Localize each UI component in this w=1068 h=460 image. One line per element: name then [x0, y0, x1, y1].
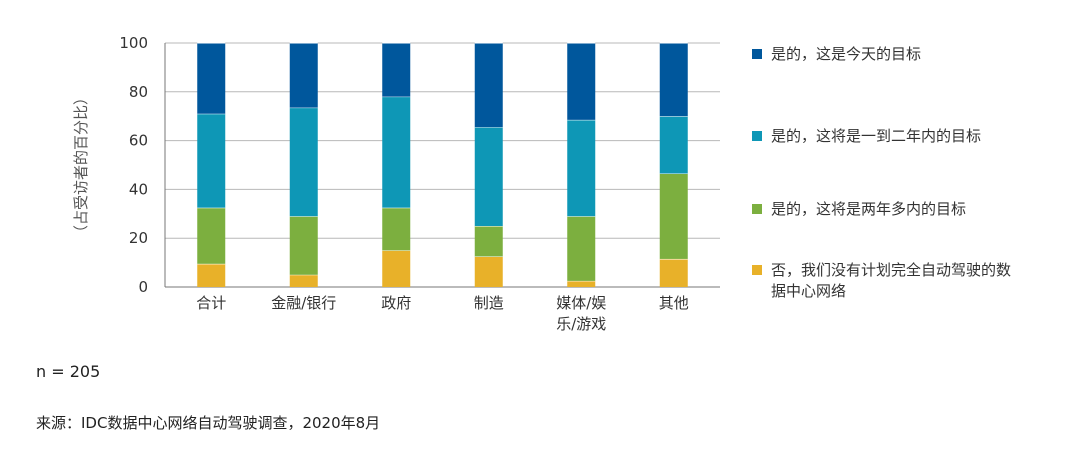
- bar-segment: [567, 43, 596, 120]
- bar-segment: [197, 113, 226, 208]
- legend-label: 否，我们没有计划完全自动驾驶的数据中心网络: [771, 261, 1012, 300]
- bar-segment: [567, 119, 596, 217]
- bar-segment: [474, 226, 503, 257]
- x-tick-label: 政府: [381, 294, 411, 312]
- legend-label: 是的，这是今天的目标: [771, 45, 922, 63]
- legend-label: 是的，这将是一到二年内的目标: [771, 127, 982, 145]
- bar-segment: [474, 43, 503, 128]
- bar-segment: [474, 127, 503, 226]
- x-tick-label: 媒体/娱: [556, 294, 606, 312]
- bar-segment: [382, 207, 411, 251]
- x-tick-label: 金融/银行: [271, 294, 336, 312]
- y-tick-label: 100: [119, 34, 148, 52]
- legend-item-over-two-years: 是的，这将是两年多内的目标: [752, 199, 1031, 220]
- bar-segment: [382, 250, 411, 287]
- bar-segment: [659, 116, 688, 174]
- legend-swatch: [752, 49, 762, 59]
- legend-item-no-plan: 否，我们没有计划完全自动驾驶的数据中心网络: [752, 260, 1021, 302]
- bar-segment: [659, 173, 688, 259]
- legend-item-today: 是的，这是今天的目标: [752, 44, 1031, 65]
- bar-segment: [474, 256, 503, 287]
- bar-segment: [289, 216, 318, 275]
- x-tick-label: 乐/游戏: [556, 315, 606, 333]
- legend-swatch: [752, 131, 762, 141]
- bar-segment: [659, 258, 688, 287]
- y-axis-title: （占受访者的百分比）: [72, 90, 90, 240]
- legend-swatch: [752, 204, 762, 214]
- bar-segment: [382, 43, 411, 97]
- x-tick-label: 合计: [196, 294, 226, 312]
- bar-segment: [289, 274, 318, 287]
- bar-segment: [197, 263, 226, 287]
- bar-segment: [289, 107, 318, 217]
- stacked-bar-chart: 0 20 40 60 80 100 （占受访者的百分比） 合计 金融/银行 政府 制造 媒体/娱乐/游…: [72, 34, 720, 333]
- x-tick-label: 其他: [659, 294, 689, 312]
- x-tick-label: 制造: [474, 294, 504, 312]
- bar-segment: [289, 43, 318, 108]
- y-tick-label: 40: [129, 180, 148, 198]
- y-tick-label: 0: [138, 278, 148, 296]
- legend-swatch: [752, 265, 762, 275]
- bar-segment: [659, 43, 688, 117]
- legend-item-one-two-years: 是的，这将是一到二年内的目标: [752, 126, 1031, 147]
- y-tick-label: 60: [129, 132, 148, 150]
- legend-label: 是的，这将是两年多内的目标: [771, 200, 967, 218]
- bar-segment: [197, 207, 226, 264]
- source-note: 来源：IDC数据中心网络自动驾驶调查，2020年8月: [36, 414, 381, 432]
- bar-segment: [567, 216, 596, 281]
- y-tick-label: 80: [129, 83, 148, 101]
- sample-size-note: n = 205: [36, 362, 101, 381]
- bar-segment: [567, 280, 596, 287]
- bar-segment: [382, 96, 411, 208]
- bar-segment: [197, 43, 226, 114]
- y-tick-label: 20: [129, 229, 148, 247]
